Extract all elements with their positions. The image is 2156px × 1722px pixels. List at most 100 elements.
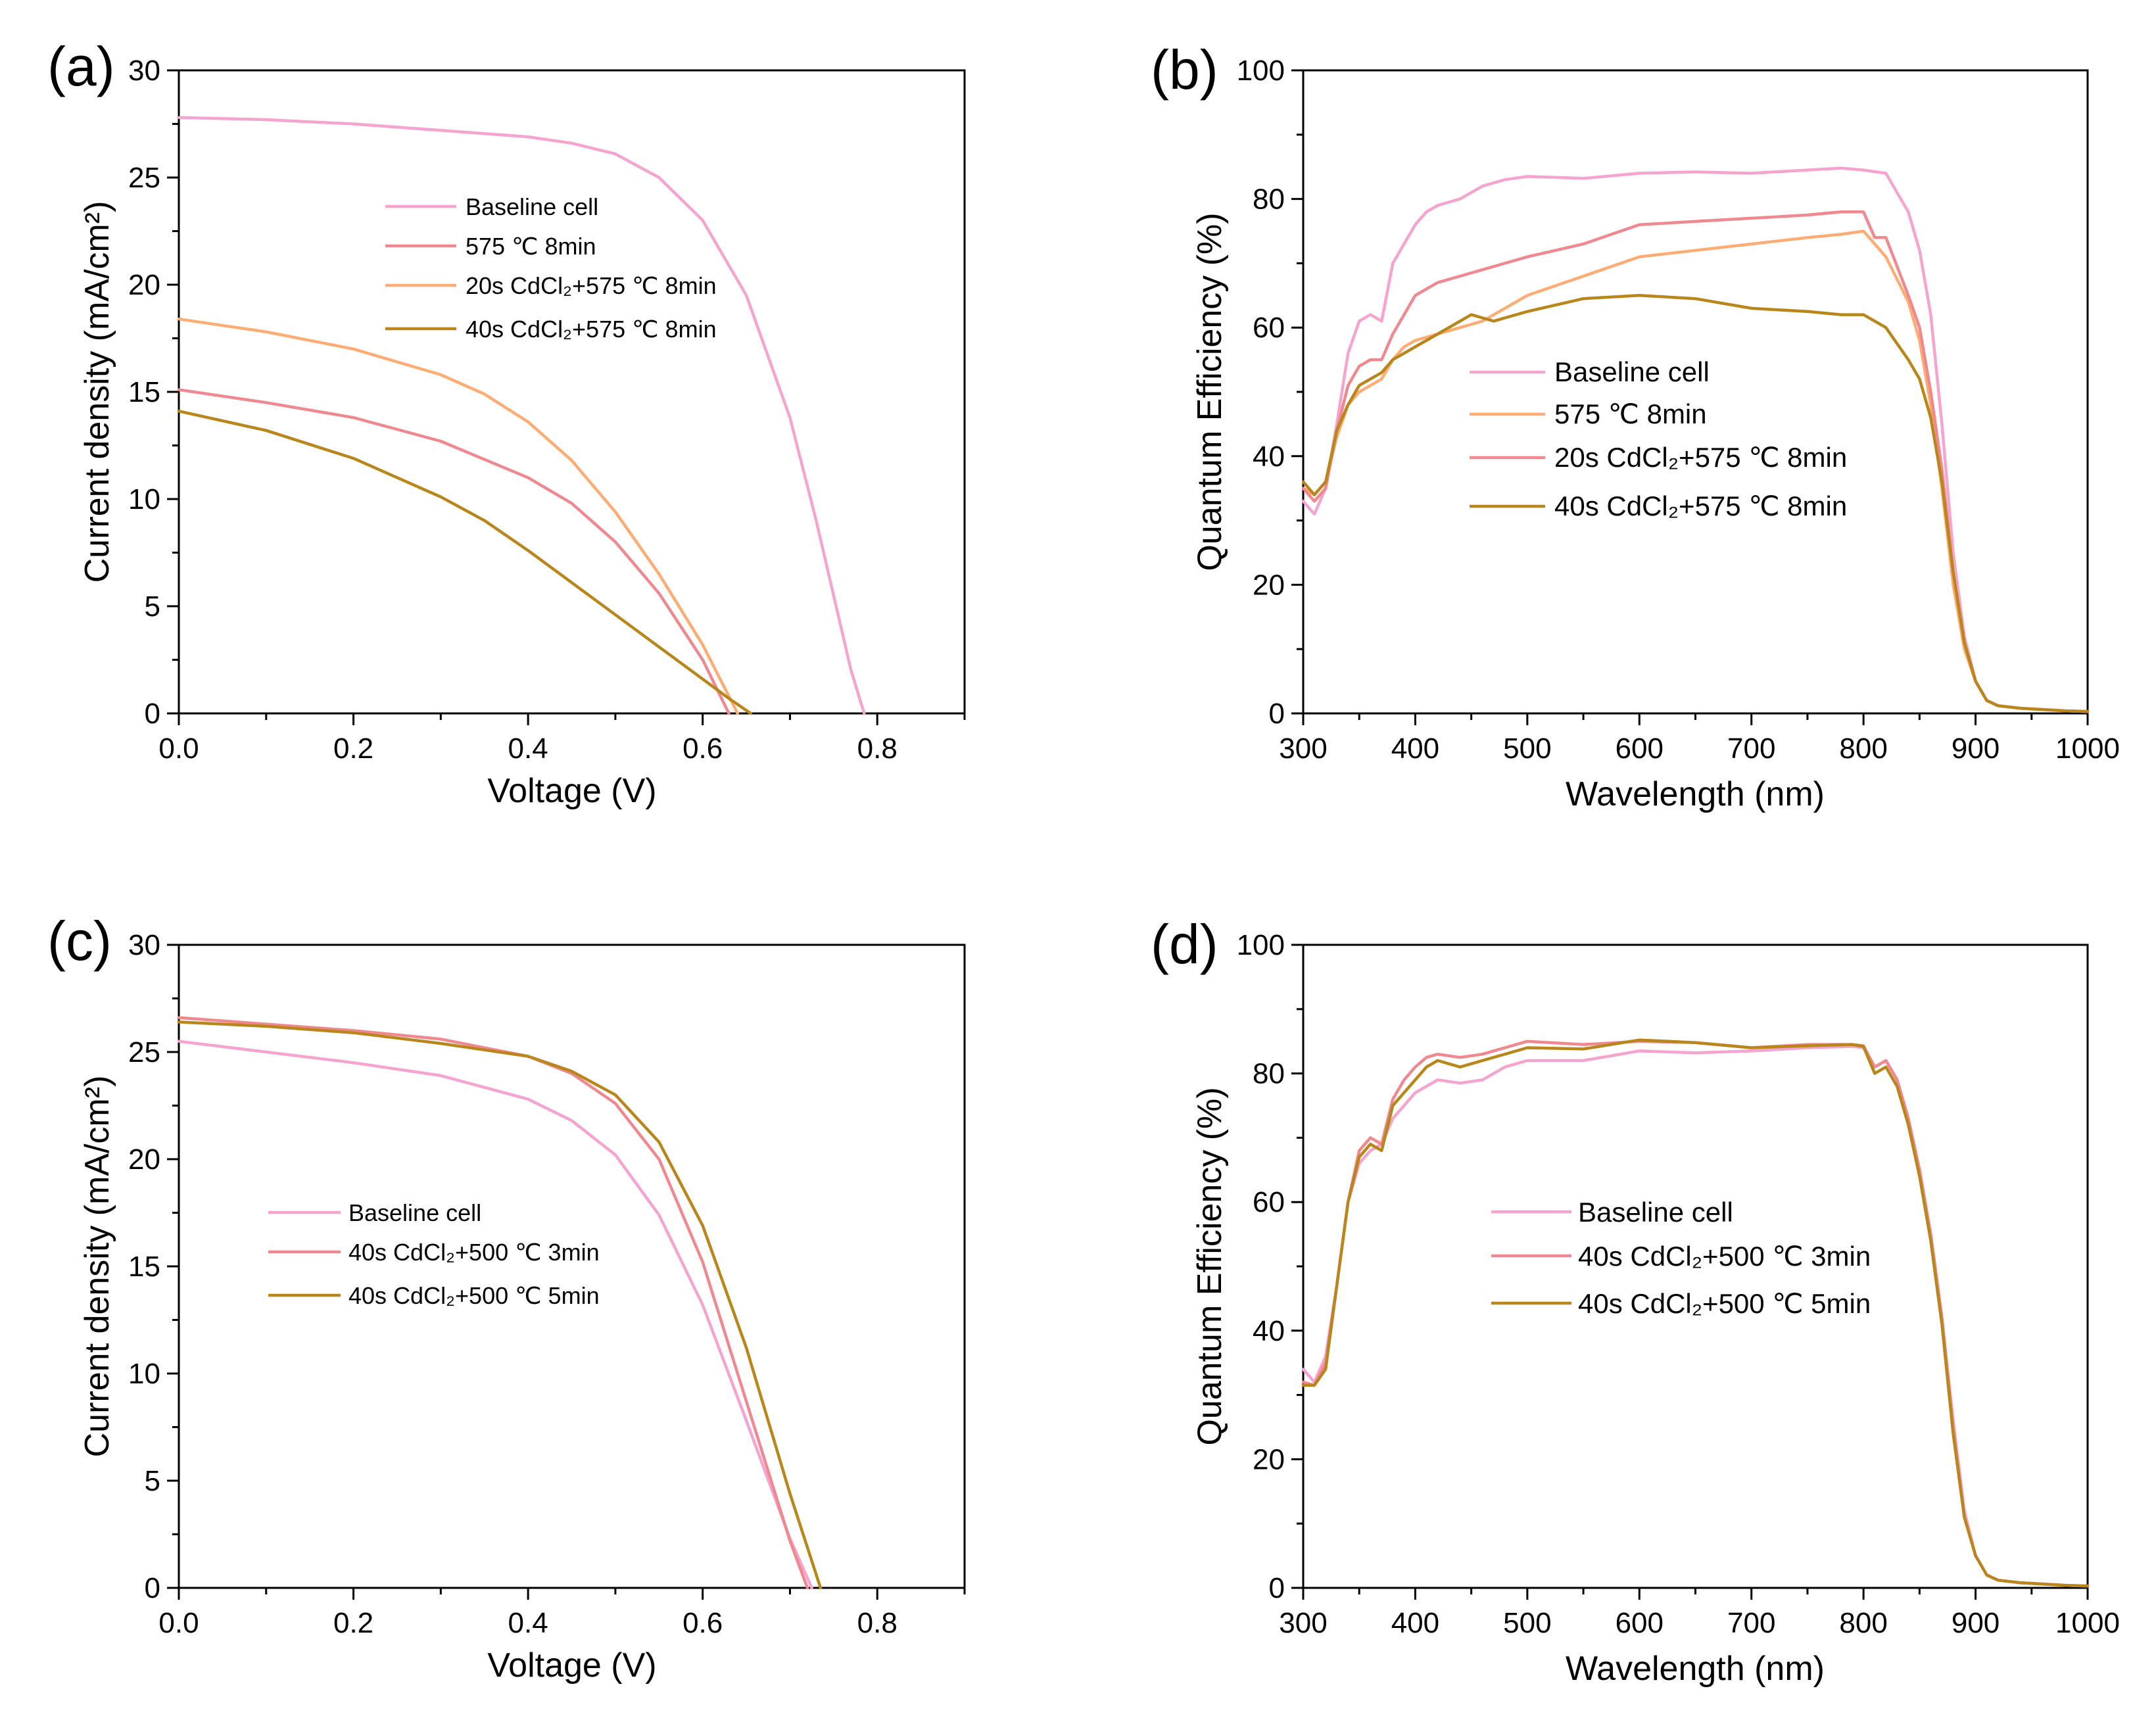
panel-a: (a) 0.0 0.2 0.4 0.6 0.8 0 5 10 15 20 25 30 Voltage …	[47, 36, 966, 810]
x-tick-label: 500	[1503, 732, 1551, 765]
y-axis-title: Current density (mA/cm²)	[78, 1076, 116, 1458]
ticks: 300 400 500 600 700 800 900 1000 0 20 40 60 80 100	[1237, 55, 2120, 765]
y-tick-label: 100	[1237, 55, 1285, 87]
x-axis-title: Voltage (V)	[487, 1646, 656, 1685]
legend-label-5min: 40s CdCl₂+500 ℃ 5min	[1578, 1288, 1871, 1319]
series-line-3	[1301, 294, 2090, 713]
ticks: 300 400 500 600 700 800 900 1000 0 20 40 60 80 100	[1237, 929, 2120, 1639]
y-tick-label: 10	[128, 483, 160, 515]
legend: Baseline cell 40s CdCl₂+500 ℃ 3min 40s C…	[1491, 1197, 1871, 1319]
x-tick-label: 0.8	[857, 732, 898, 765]
x-tick-label: 700	[1727, 1607, 1775, 1639]
legend-label-baseline: Baseline cell	[1578, 1197, 1733, 1228]
y-axis-title: Current density (mA/cm²)	[78, 201, 116, 583]
legend-label-20s: 20s CdCl₂+575 ℃ 8min	[1554, 442, 1847, 473]
y-tick-label: 15	[128, 1251, 160, 1283]
x-tick-label: 600	[1616, 1607, 1664, 1639]
legend-label-baseline: Baseline cell	[466, 193, 598, 220]
x-tick-label: 400	[1391, 1607, 1439, 1639]
x-tick-label: 0.6	[683, 732, 723, 765]
series-line-0	[177, 116, 866, 715]
series-group	[1301, 166, 2090, 713]
series-line-1	[177, 1016, 809, 1590]
series-line-2	[177, 1020, 823, 1590]
y-tick-label: 30	[128, 55, 160, 87]
x-tick-label: 0.2	[333, 1607, 373, 1639]
series-line-0	[177, 1040, 813, 1590]
panel-d: (d) 300 400 500 600 700 800 900 1000 0 20 40 60 80 10…	[1151, 913, 2120, 1688]
series-line-2	[1301, 1038, 2090, 1588]
x-tick-label: 0.4	[508, 732, 548, 765]
y-tick-label: 5	[145, 590, 160, 623]
x-tick-label: 1000	[2055, 1607, 2120, 1639]
y-tick-label: 5	[145, 1465, 160, 1497]
legend-label-3min: 40s CdCl₂+500 ℃ 3min	[348, 1239, 600, 1266]
y-tick-label: 0	[145, 1572, 160, 1604]
legend-label-baseline: Baseline cell	[348, 1199, 481, 1226]
x-tick-label: 800	[1839, 732, 1887, 765]
x-tick-label: 400	[1391, 732, 1439, 765]
panel-b: (b) 300 400 500 600 700 800 900 1000 0 20 40 60 80 10…	[1151, 39, 2120, 813]
panel-label: (a)	[47, 36, 115, 97]
plot-frame	[178, 69, 966, 715]
y-tick-label: 30	[128, 929, 160, 961]
legend-label-40s: 40s CdCl₂+575 ℃ 8min	[1554, 490, 1847, 521]
legend-label-3min: 40s CdCl₂+500 ℃ 3min	[1578, 1241, 1871, 1272]
x-axis-title: Voltage (V)	[487, 772, 656, 810]
x-tick-label: 800	[1839, 1607, 1887, 1639]
plot-frame	[1302, 69, 2089, 715]
y-tick-label: 80	[1253, 1058, 1285, 1090]
legend-label-20s: 20s CdCl₂+575 ℃ 8min	[466, 272, 717, 299]
y-tick-label: 20	[128, 269, 160, 301]
x-tick-label: 0.4	[508, 1607, 548, 1639]
y-tick-label: 40	[1253, 1315, 1285, 1347]
legend-label-575: 575 ℃ 8min	[466, 233, 596, 260]
y-tick-label: 100	[1237, 929, 1285, 961]
x-tick-label: 0.0	[158, 732, 199, 765]
legend-label-575: 575 ℃ 8min	[1554, 398, 1707, 429]
panel-label: (b)	[1151, 39, 1218, 101]
panel-label: (c)	[47, 910, 112, 972]
x-axis-title: Wavelength (nm)	[1566, 775, 1825, 813]
y-tick-label: 25	[128, 162, 160, 194]
x-tick-label: 0.2	[333, 732, 373, 765]
panel-label: (d)	[1151, 913, 1218, 975]
x-tick-label: 500	[1503, 1607, 1551, 1639]
x-tick-label: 0.0	[158, 1607, 199, 1639]
y-tick-label: 15	[128, 376, 160, 408]
x-tick-label: 900	[1952, 732, 2000, 765]
legend-label-5min: 40s CdCl₂+500 ℃ 5min	[348, 1282, 600, 1309]
x-tick-label: 0.6	[683, 1607, 723, 1639]
legend: Baseline cell 575 ℃ 8min 20s CdCl₂+575 ℃…	[385, 193, 717, 343]
panel-c: (c) 0.0 0.2 0.4 0.6 0.8 0 5 10 15 20 25 30 Voltage …	[47, 910, 966, 1685]
y-axis-title: Quantum Efficiency (%)	[1191, 1087, 1229, 1445]
legend-label-40s: 40s CdCl₂+575 ℃ 8min	[466, 316, 717, 343]
x-tick-label: 300	[1279, 732, 1327, 765]
y-tick-label: 20	[1253, 569, 1285, 601]
series-group	[177, 1016, 823, 1590]
legend: Baseline cell 575 ℃ 8min 20s CdCl₂+575 ℃…	[1470, 356, 1847, 521]
ticks: 0.0 0.2 0.4 0.6 0.8 0 5 10 15 20 25 30	[128, 55, 966, 765]
x-tick-label: 600	[1616, 732, 1664, 765]
x-axis-title: Wavelength (nm)	[1566, 1650, 1825, 1688]
x-tick-label: 300	[1279, 1607, 1327, 1639]
y-tick-label: 0	[1269, 698, 1285, 730]
plot-frame	[178, 944, 966, 1589]
series-group	[177, 116, 866, 715]
series-line-1	[177, 388, 731, 715]
y-tick-label: 10	[128, 1358, 160, 1390]
y-axis-title: Quantum Efficiency (%)	[1191, 212, 1229, 571]
series-line-2	[177, 317, 740, 715]
y-tick-label: 60	[1253, 312, 1285, 344]
y-tick-label: 0	[1269, 1572, 1285, 1604]
series-line-3	[177, 410, 752, 715]
x-tick-label: 900	[1952, 1607, 2000, 1639]
ticks: 0.0 0.2 0.4 0.6 0.8 0 5 10 15 20 25 30	[128, 929, 966, 1639]
legend-label-baseline: Baseline cell	[1554, 356, 1710, 387]
legend: Baseline cell 40s CdCl₂+500 ℃ 3min 40s C…	[268, 1199, 600, 1309]
y-tick-label: 60	[1253, 1186, 1285, 1218]
series-group	[1301, 1038, 2090, 1588]
x-tick-label: 700	[1727, 732, 1775, 765]
y-tick-label: 0	[145, 698, 160, 730]
